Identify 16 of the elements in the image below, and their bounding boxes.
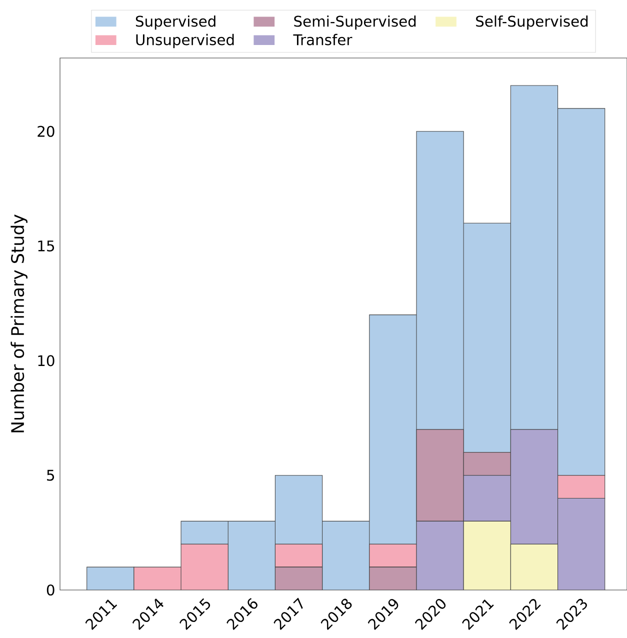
- legend-label: Self-Supervised: [476, 15, 588, 30]
- bar: [274, 544, 323, 568]
- bar: [557, 475, 606, 499]
- y-tick-label: 15: [38, 240, 54, 252]
- bar: [369, 544, 417, 568]
- y-tick-label: 10: [38, 355, 54, 366]
- y-axis-title: Number of Primary Study: [10, 214, 28, 432]
- legend-label: Unsupervised: [136, 34, 234, 48]
- legend-label: Transfer: [293, 34, 352, 46]
- bar: [86, 567, 134, 590]
- bar: [416, 520, 464, 590]
- legend-label: Semi-Supervised: [294, 15, 416, 30]
- y-tick-label: 5: [47, 470, 54, 481]
- legend-label: Supervised: [136, 15, 216, 30]
- y-tick-label: 20: [38, 126, 54, 137]
- y-tick-label: 0: [46, 584, 54, 596]
